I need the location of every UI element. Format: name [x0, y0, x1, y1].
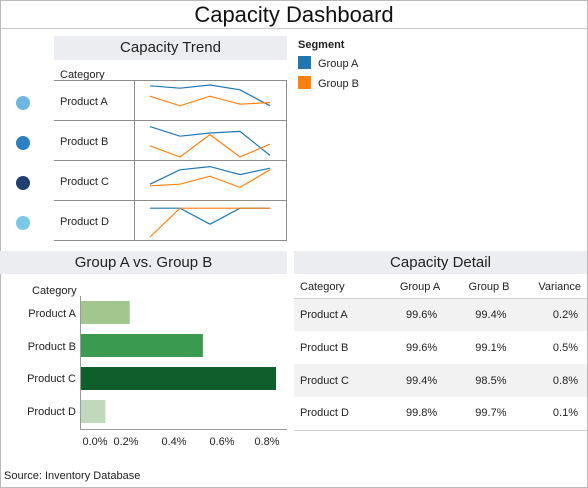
cell-category: Product A	[294, 298, 378, 331]
bar-product-c	[81, 367, 276, 390]
trend-row-label: Product B	[60, 136, 109, 148]
cell-group-b: 99.7%	[446, 397, 516, 431]
cell-group-a: 99.6%	[405, 341, 438, 354]
cell-category: Product D	[294, 397, 378, 431]
trend-panel-header: Capacity Trend	[54, 36, 287, 60]
column-header-group-a[interactable]: Group A	[377, 276, 447, 299]
column-header-variance[interactable]: Variance	[515, 276, 587, 299]
bar-product-b	[81, 334, 203, 357]
x-tick-label: 0.8%	[254, 436, 279, 448]
dashboard-title: Capacity Dashboard	[1, 1, 587, 29]
legend-item-group-a[interactable]: Group A	[298, 56, 358, 70]
legend-item-group-b[interactable]: Group B	[298, 76, 359, 90]
row-dot-product-b	[16, 136, 30, 150]
cell-group-b: 99.4%	[446, 298, 516, 331]
legend-swatch	[298, 56, 311, 69]
trend-line-group-a	[149, 126, 271, 156]
comparison-category-header: Category	[32, 285, 77, 297]
cell-variance: 0.8%	[515, 364, 587, 397]
cell-category: Product C	[294, 364, 378, 397]
legend-title: Segment	[298, 39, 345, 51]
cell-category: Product B	[300, 341, 349, 354]
table-row[interactable]: Product B 99.6% 99.1% 0.5%	[294, 331, 587, 364]
capacity-detail-table: Category Group A Group B Variance Produc…	[294, 276, 587, 431]
table-row[interactable]: Product C 99.4% 98.5% 0.8%	[294, 364, 587, 397]
detail-panel-header: Capacity Detail	[294, 251, 587, 274]
trend-line-group-a	[149, 165, 271, 185]
cell-variance: 0.2%	[515, 298, 587, 331]
trend-line-group-a	[149, 84, 271, 107]
bar-category-label: Product A	[28, 308, 76, 320]
legend-swatch	[298, 76, 311, 89]
cell-variance: 0.5%	[552, 341, 578, 354]
trend-line-group-a	[150, 207, 270, 225]
trend-row-label: Product D	[60, 216, 109, 228]
bar-product-a	[81, 301, 130, 324]
cell-group-a: 99.8%	[377, 397, 447, 431]
x-tick-label: 0.6%	[209, 436, 234, 448]
x-tick-label: 0.0%	[82, 436, 107, 448]
column-header-group-b[interactable]: Group B	[446, 276, 516, 299]
bar-category-label: Product D	[27, 406, 76, 418]
trend-line-group-b	[149, 169, 271, 189]
legend-label: Group B	[318, 78, 359, 90]
cell-variance: 0.1%	[515, 397, 587, 431]
row-dot-product-a	[16, 96, 30, 110]
trend-row-label: Product A	[60, 96, 108, 108]
bar-product-d	[81, 400, 106, 423]
comparison-panel-header: Group A vs. Group B	[0, 251, 287, 274]
cell-group-b: 98.5%	[446, 364, 516, 397]
table-header-row: Category Group A Group B Variance	[294, 276, 587, 299]
trend-category-header: Category	[60, 69, 105, 81]
source-note: Source: Inventory Database	[4, 470, 141, 482]
table-row[interactable]: Product A 99.6% 99.4% 0.2%	[294, 298, 587, 331]
column-header-category[interactable]: Category	[294, 276, 378, 299]
cell-group-a: 99.4%	[377, 364, 447, 397]
x-tick-label: 0.2%	[113, 436, 138, 448]
legend-label: Group A	[318, 58, 359, 70]
trend-line-group-b	[149, 133, 271, 158]
cell-group-b: 99.1%	[475, 341, 507, 354]
trend-row-label: Product C	[60, 176, 109, 188]
table-row[interactable]: Product D 99.8% 99.7% 0.1%	[294, 397, 587, 431]
trend-line-group-b	[149, 207, 270, 238]
cell-group-a: 99.6%	[377, 298, 447, 331]
comparison-bar-chart: 0.0% 0.2% 0.4% 0.6% 0.8%	[80, 296, 287, 448]
x-tick-label: 0.4%	[161, 436, 186, 448]
trend-line-group-b	[149, 95, 271, 107]
bar-category-label: Product B	[27, 341, 76, 353]
bar-category-label: Product C	[27, 373, 76, 385]
row-dot-product-c	[16, 176, 30, 190]
row-dot-product-d	[16, 216, 30, 230]
capacity-trend-chart	[54, 80, 287, 241]
